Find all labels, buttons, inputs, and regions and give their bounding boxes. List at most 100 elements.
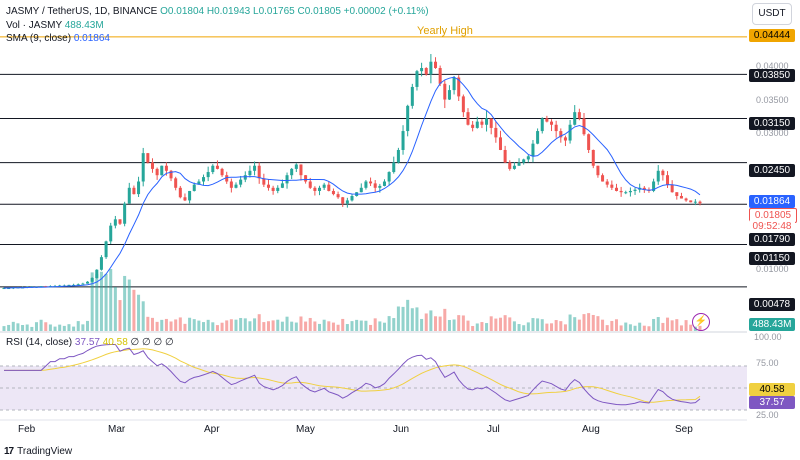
volume-bar [266, 321, 270, 331]
volume-bar [188, 317, 192, 331]
volume-bar [169, 321, 173, 331]
candle [239, 179, 243, 185]
volume-label: Vol · JASMY [6, 20, 62, 31]
candle [489, 118, 493, 128]
candle [285, 175, 289, 184]
volume-bar [684, 320, 688, 331]
candle [605, 181, 609, 185]
volume-bar [150, 317, 154, 331]
volume-bar [132, 289, 136, 331]
volume-bar [489, 316, 493, 331]
volume-bar [308, 317, 312, 331]
candle [577, 112, 581, 119]
lightning-icon[interactable]: ⚡ [692, 313, 710, 331]
candle [415, 71, 419, 87]
candle [559, 131, 563, 138]
candle [382, 181, 386, 186]
volume-bar [285, 316, 289, 331]
volume-bar [350, 321, 354, 331]
volume-bar [540, 319, 544, 331]
candle [113, 219, 117, 226]
candle [689, 200, 693, 203]
open-value: O0.01804 [160, 6, 205, 17]
change-value: +0.00002 (+0.11%) [343, 6, 429, 17]
rsi-label: RSI (14, close) [6, 337, 73, 348]
candle [670, 184, 674, 193]
price-label-resistance-3: 0.02450 [749, 164, 795, 177]
volume-bar [447, 320, 451, 331]
candle [434, 61, 438, 69]
candle [587, 134, 591, 150]
volume-bar [11, 321, 15, 331]
volume-bar [355, 319, 359, 331]
candle [424, 68, 428, 75]
volume-bar [290, 321, 294, 331]
candle [698, 201, 702, 204]
volume-bar [577, 319, 581, 331]
volume-bar [81, 324, 85, 331]
candle [345, 200, 349, 204]
candle [86, 281, 90, 284]
volume-bar [225, 320, 229, 331]
candle [693, 201, 697, 203]
volume-bar [517, 324, 521, 331]
candle [364, 181, 368, 188]
volume-bar [522, 325, 526, 331]
volume-bar [614, 319, 618, 331]
volume-bar [656, 317, 660, 331]
volume-bar [141, 301, 145, 331]
candle [197, 181, 201, 185]
candle [220, 168, 224, 176]
brand-name: TradingView [17, 446, 73, 457]
price-label-support-2: 0.01150 [749, 252, 795, 265]
x-label: Apr [204, 424, 220, 435]
volume-bar [689, 324, 693, 331]
x-label: Sep [675, 424, 693, 435]
volume-bar [215, 325, 219, 331]
volume-bar [438, 316, 442, 331]
volume-bar [229, 319, 233, 331]
rsi-legend[interactable]: RSI (14, close) 37.57 40.58 ∅ ∅ ∅ ∅ [6, 337, 174, 349]
tradingview-logo[interactable]: 17 TradingView [4, 446, 72, 457]
candle [378, 185, 382, 188]
candle [132, 187, 136, 195]
volume-bar [392, 318, 396, 331]
volume-bar [475, 323, 479, 331]
volume-value: 488.43M [64, 20, 104, 31]
price-label-support-3: 0.00478 [749, 298, 795, 311]
volume-bar [536, 318, 540, 331]
candle [150, 162, 154, 169]
sma-legend[interactable]: SMA (9, close) 0.01864 [6, 33, 110, 45]
currency-button[interactable]: USDT [752, 3, 792, 25]
volume-bar [443, 308, 447, 331]
volume-bar [628, 324, 632, 331]
volume-bar [220, 322, 224, 331]
volume-bar [76, 321, 80, 331]
volume-bar [364, 320, 368, 331]
candle [341, 197, 345, 204]
axis-tick: 0.01000 [756, 264, 789, 274]
candle [392, 162, 396, 173]
candle [540, 118, 544, 132]
candle [243, 175, 247, 180]
candle [563, 137, 567, 141]
volume-bar [239, 317, 243, 331]
volume-bar [498, 317, 502, 331]
symbol-line[interactable]: JASMY / TetherUS, 1D, BINANCE [6, 6, 158, 17]
volume-bar [86, 320, 90, 331]
candle [308, 181, 312, 188]
volume-legend[interactable]: Vol · JASMY 488.43M [6, 20, 104, 32]
candle [410, 86, 414, 106]
volume-bar [452, 319, 456, 331]
candle [104, 241, 108, 258]
x-label: Jun [393, 424, 410, 435]
volume-bar [99, 271, 103, 331]
volume-bar [471, 326, 475, 331]
volume-bar [234, 319, 238, 331]
candle [253, 165, 257, 171]
volume-bar [30, 326, 34, 331]
volume-bar [559, 321, 563, 331]
candle [675, 192, 679, 196]
volume-bar [280, 321, 284, 331]
